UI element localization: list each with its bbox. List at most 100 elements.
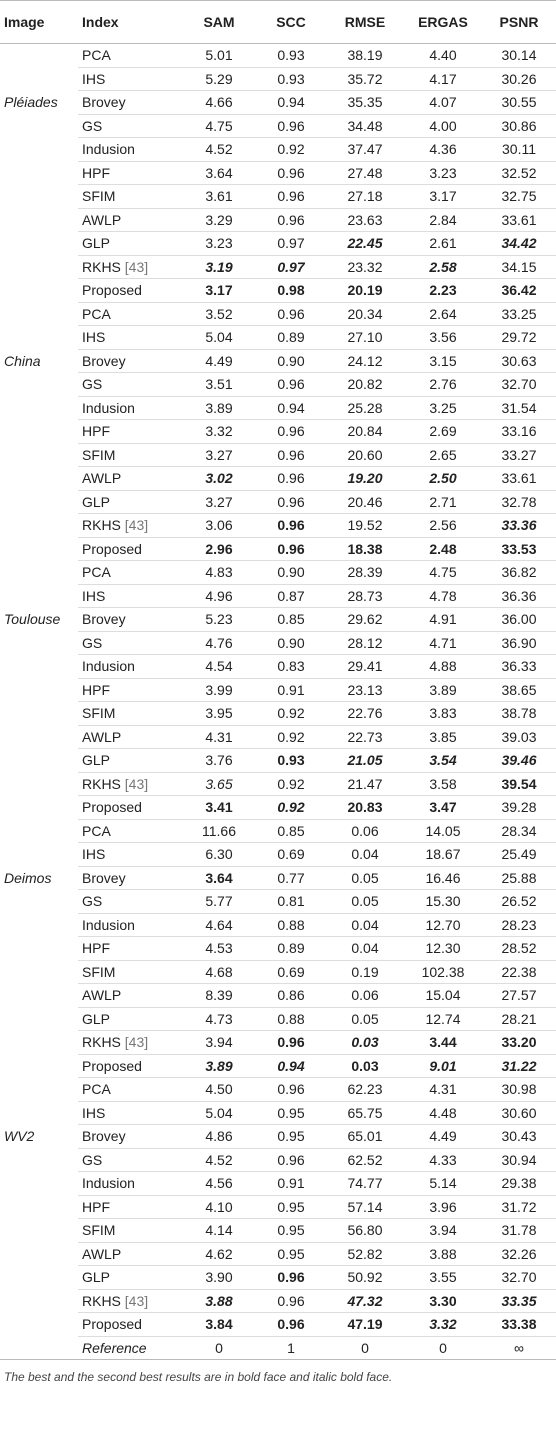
- table-row: SFIM 3.61 0.96 27.18 3.17 32.75: [0, 184, 556, 209]
- table-row: PCA 3.52 0.96 20.34 2.64 33.25: [0, 302, 556, 326]
- footnote: The best and the second best results are…: [4, 1370, 393, 1384]
- value-cell: 4.56: [182, 1171, 256, 1196]
- index-name: AWLP: [82, 728, 122, 745]
- value-cell: 3.99: [182, 678, 256, 702]
- table-row: Indusion 4.52 0.92 37.47 4.36 30.11: [0, 137, 556, 162]
- image-cell: [0, 467, 78, 491]
- image-cell: [0, 796, 78, 820]
- citation: [43]: [124, 258, 149, 275]
- index-name: Indusion: [82, 399, 135, 416]
- value-cell: 0.92: [256, 795, 326, 820]
- table-row: HPF 3.99 0.91 23.13 3.89 38.65: [0, 678, 556, 702]
- table-row: Indusion 4.54 0.83 29.41 4.88 36.33: [0, 654, 556, 679]
- table-row: GLP 4.73 0.88 0.05 12.74 28.21: [0, 1007, 556, 1031]
- value-cell: 57.14: [326, 1195, 404, 1219]
- index-name: Proposed: [82, 282, 142, 299]
- index-name: AWLP: [82, 987, 122, 1004]
- value-cell: 27.10: [326, 325, 404, 350]
- image-cell: [0, 984, 78, 1008]
- value-cell: 31.54: [482, 396, 556, 420]
- value-cell: 3.94: [404, 1218, 482, 1243]
- value-cell: 24.12: [326, 349, 404, 373]
- citation: [43]: [124, 775, 149, 792]
- value-cell: 0.89: [256, 936, 326, 961]
- value-cell: 0.96: [256, 490, 326, 514]
- image-cell: [0, 843, 78, 867]
- index-name: HPF: [82, 164, 110, 181]
- value-cell: 3.89: [404, 678, 482, 702]
- value-cell: 102.38: [404, 960, 482, 984]
- value-cell: 34.15: [482, 255, 556, 279]
- table-row: PCA 4.83 0.90 28.39 4.75 36.82: [0, 560, 556, 585]
- value-cell: 0.04: [326, 842, 404, 867]
- value-cell: 14.05: [404, 819, 482, 843]
- index-cell: Brovey: [78, 90, 182, 115]
- value-cell: 3.88: [182, 1289, 256, 1313]
- index-cell: PCA: [78, 1077, 182, 1102]
- table-row: SFIM 4.14 0.95 56.80 3.94 31.78: [0, 1218, 556, 1243]
- value-cell: 0.96: [256, 184, 326, 209]
- index-cell: HPF: [78, 936, 182, 961]
- value-cell: 16.46: [404, 866, 482, 890]
- value-cell: 34.48: [326, 114, 404, 138]
- image-cell: [0, 1172, 78, 1196]
- index-name: Brovey: [82, 869, 126, 886]
- table-row: RKHS [43] 3.65 0.92 21.47 3.58 39.54: [0, 772, 556, 796]
- value-cell: 3.89: [182, 1054, 256, 1078]
- value-cell: 3.41: [182, 795, 256, 820]
- value-cell: 8.39: [182, 983, 256, 1008]
- index-cell: HPF: [78, 678, 182, 702]
- value-cell: 0.87: [256, 584, 326, 608]
- value-cell: 0.69: [256, 842, 326, 867]
- value-cell: 0.90: [256, 560, 326, 585]
- index-cell: AWLP: [78, 983, 182, 1008]
- value-cell: 29.62: [326, 607, 404, 632]
- value-cell: 4.52: [182, 1148, 256, 1172]
- value-cell: 35.72: [326, 67, 404, 91]
- table-row: RKHS [43] 3.88 0.96 47.32 3.30 33.35: [0, 1289, 556, 1313]
- value-cell: 3.94: [182, 1030, 256, 1055]
- table-row: Proposed 3.84 0.96 47.19 3.32 33.38: [0, 1312, 556, 1337]
- table-row: AWLP 8.39 0.86 0.06 15.04 27.57: [0, 983, 556, 1008]
- index-cell: GS: [78, 372, 182, 397]
- value-cell: 0.96: [256, 302, 326, 326]
- table-row: IHS 4.96 0.87 28.73 4.78 36.36: [0, 584, 556, 608]
- index-cell: SFIM: [78, 184, 182, 209]
- value-cell: 0.04: [326, 936, 404, 961]
- value-cell: 0.98: [256, 278, 326, 303]
- image-cell: [0, 1313, 78, 1337]
- image-cell: [0, 678, 78, 702]
- index-cell: Brovey: [78, 349, 182, 373]
- value-cell: 3.84: [182, 1312, 256, 1337]
- value-cell: 3.27: [182, 443, 256, 467]
- index-name: Indusion: [82, 658, 135, 675]
- value-cell: 62.52: [326, 1148, 404, 1172]
- value-cell: 0.96: [256, 161, 326, 185]
- image-cell: [0, 1266, 78, 1290]
- table-row: PCA 11.66 0.85 0.06 14.05 28.34: [0, 819, 556, 843]
- value-cell: 0.96: [256, 537, 326, 561]
- value-cell: 3.29: [182, 208, 256, 232]
- value-cell: 30.26: [482, 67, 556, 91]
- image-cell: [0, 443, 78, 467]
- value-cell: 0.91: [256, 1171, 326, 1196]
- value-cell: 3.19: [182, 255, 256, 279]
- index-cell: GLP: [78, 231, 182, 256]
- index-cell: GLP: [78, 748, 182, 773]
- image-cell: [0, 185, 78, 209]
- value-cell: 0.96: [256, 372, 326, 397]
- table-row: Toulouse Brovey 5.23 0.85 29.62 4.91 36.00: [0, 607, 556, 632]
- value-cell: 2.61: [404, 231, 482, 256]
- value-cell: 3.85: [404, 725, 482, 749]
- image-name: China: [4, 352, 41, 369]
- value-cell: 30.11: [482, 137, 556, 162]
- table-row: RKHS [43] 3.94 0.96 0.03 3.44 33.20: [0, 1030, 556, 1055]
- table-row: WV2 Brovey 4.86 0.95 65.01 4.49 30.43: [0, 1124, 556, 1149]
- value-cell: 4.75: [404, 560, 482, 585]
- value-cell: 3.52: [182, 302, 256, 326]
- value-cell: 31.72: [482, 1195, 556, 1219]
- value-cell: 0.03: [326, 1030, 404, 1055]
- table-row: HPF 4.10 0.95 57.14 3.96 31.72: [0, 1195, 556, 1219]
- image-cell: [0, 1078, 78, 1102]
- value-cell: 12.30: [404, 936, 482, 961]
